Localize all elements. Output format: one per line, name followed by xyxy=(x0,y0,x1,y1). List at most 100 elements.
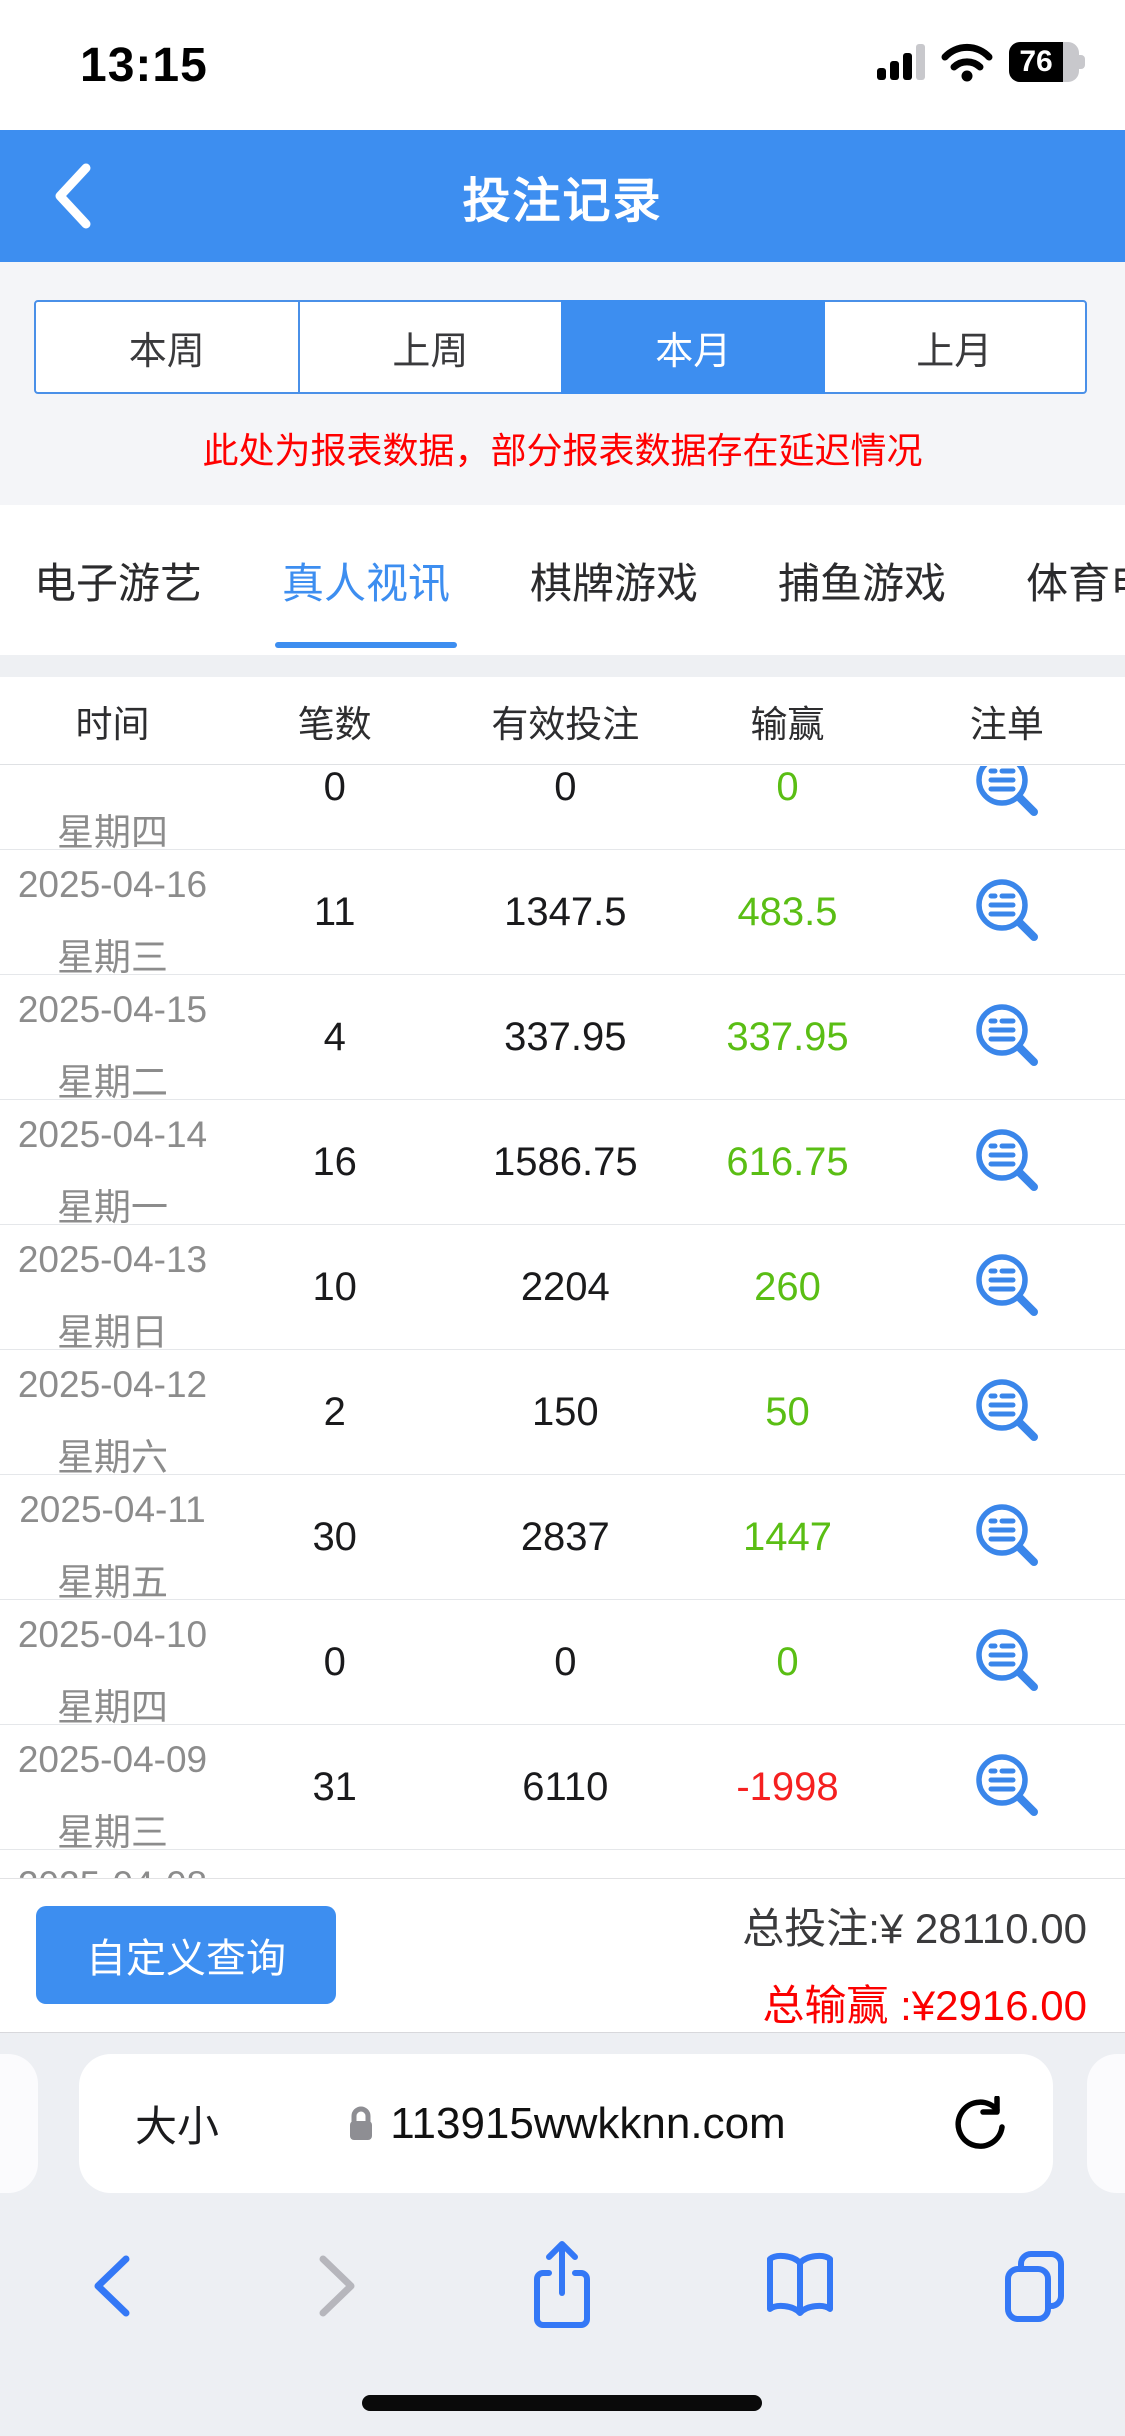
search-list-icon xyxy=(976,1754,1038,1816)
address-bar[interactable]: 大小 113915wwkknn.com xyxy=(79,2054,1053,2193)
row-weekday: 星期一 xyxy=(57,1187,168,1228)
search-list-icon xyxy=(976,766,1038,816)
row-count: 0 xyxy=(323,766,346,809)
next-tab-card[interactable] xyxy=(1087,2054,1125,2193)
row-winloss: 1447 xyxy=(743,1514,832,1559)
ticket-detail-button[interactable] xyxy=(973,1628,1041,1696)
row-winloss: 337.95 xyxy=(726,1014,849,1059)
home-indicator[interactable] xyxy=(362,2395,762,2411)
search-list-icon xyxy=(976,1504,1038,1566)
row-count: 30 xyxy=(312,1514,357,1559)
font-size-button[interactable]: 大小 xyxy=(135,2103,220,2150)
row-valid-bet: 0 xyxy=(554,1639,577,1684)
row-winloss: 50 xyxy=(765,1389,810,1434)
search-list-icon xyxy=(976,1629,1038,1691)
row-weekday: 星期三 xyxy=(57,1812,168,1853)
row-count: 0 xyxy=(323,1639,346,1684)
url-text: 113915wwkknn.com xyxy=(390,2098,786,2148)
ticket-detail-button[interactable] xyxy=(973,1128,1041,1196)
tab-sports-esports[interactable]: 体育电竞 xyxy=(1026,559,1125,607)
custom-query-button[interactable]: 自定义查询 xyxy=(36,1906,336,2004)
browser-toolbar xyxy=(0,2231,1125,2351)
reload-button[interactable] xyxy=(953,2054,1005,2193)
ticket-detail-button[interactable] xyxy=(973,766,1041,821)
row-count: 2 xyxy=(323,1389,346,1434)
row-weekday: 星期四 xyxy=(57,1687,168,1728)
col-header-time: 时间 xyxy=(75,703,150,745)
table-row: 星期四 0 0 0 xyxy=(0,766,1125,853)
table-row: 2025-04-15 星期二 4 337.95 337.95 xyxy=(0,975,1125,1103)
row-valid-bet xyxy=(444,1850,686,1878)
row-weekday: 星期五 xyxy=(57,1562,168,1603)
status-bar: 13:15 76 xyxy=(0,0,1125,130)
row-winloss: 483.5 xyxy=(737,889,838,934)
row-valid-bet: 337.95 xyxy=(504,1014,627,1059)
table-body[interactable]: 星期四 0 0 0 2025-04-16 星期三 11 1347.5 xyxy=(0,766,1125,1878)
row-winloss: 0 xyxy=(776,1639,799,1684)
row-valid-bet: 6110 xyxy=(522,1764,609,1809)
bookmarks-button[interactable] xyxy=(745,2231,855,2341)
cellular-signal-icon xyxy=(877,44,925,80)
row-count: 16 xyxy=(312,1139,357,1184)
ticket-detail-button[interactable] xyxy=(973,1753,1041,1821)
ticket-detail-button[interactable] xyxy=(973,1378,1041,1446)
tab-this-week[interactable]: 本周 xyxy=(36,302,300,392)
table-row: 2025-04-09 星期三 31 6110 -1998 xyxy=(0,1725,1125,1853)
delay-notice: 此处为报表数据，部分报表数据存在延迟情况 xyxy=(202,430,923,471)
col-header-valid-bet: 有效投注 xyxy=(491,703,640,745)
share-button[interactable] xyxy=(507,2231,617,2341)
row-winloss: 0 xyxy=(776,766,799,809)
row-date: 2025-04-09 xyxy=(17,1739,208,1780)
ticket-detail-button[interactable] xyxy=(973,1253,1041,1321)
divider-strip xyxy=(0,655,1125,677)
tab-electronic-games[interactable]: 电子游艺 xyxy=(34,559,203,607)
col-header-count: 笔数 xyxy=(297,703,372,745)
page-title: 投注记录 xyxy=(462,175,663,228)
row-winloss: 616.75 xyxy=(726,1139,849,1184)
row-winloss: 260 xyxy=(754,1264,821,1309)
ticket-detail-button[interactable] xyxy=(973,1003,1041,1071)
ticket-detail-button[interactable] xyxy=(973,1503,1041,1571)
row-weekday: 星期日 xyxy=(57,1312,168,1353)
table-header: 时间 笔数 有效投注 输赢 注单 xyxy=(0,677,1125,765)
chevron-left-icon xyxy=(94,2255,130,2317)
browser-forward-button[interactable] xyxy=(282,2231,392,2341)
lock-icon xyxy=(350,2106,373,2140)
row-winloss: -1998 xyxy=(736,1764,839,1809)
tab-this-month[interactable]: 本月 xyxy=(561,300,826,394)
back-icon[interactable] xyxy=(48,160,96,232)
search-list-icon xyxy=(976,1379,1038,1441)
row-date: 2025-04-11 xyxy=(19,1489,206,1530)
browser-back-button[interactable] xyxy=(57,2231,167,2341)
row-date: 2025-04-10 xyxy=(17,1614,208,1655)
tabs-button[interactable] xyxy=(980,2231,1090,2341)
battery-icon: 76 xyxy=(1009,42,1085,82)
category-tabs: 电子游艺 真人视讯 棋牌游戏 捕鱼游戏 体育电竞 xyxy=(0,505,1125,655)
table-row: 2025-04-12 星期六 2 150 50 xyxy=(0,1350,1125,1478)
row-count: 4 xyxy=(323,1014,346,1059)
row-valid-bet: 1586.75 xyxy=(493,1139,638,1184)
table-row: 2025-04-08 xyxy=(0,1850,1125,1878)
book-icon xyxy=(767,2252,833,2316)
ticket-detail-button[interactable] xyxy=(973,878,1041,946)
previous-tab-card[interactable] xyxy=(0,2054,38,2193)
row-valid-bet: 150 xyxy=(531,1389,599,1434)
tab-last-month[interactable]: 上月 xyxy=(916,330,993,373)
search-list-icon xyxy=(976,879,1038,941)
table-row: 2025-04-10 星期四 0 0 0 xyxy=(0,1600,1125,1728)
table-row: 2025-04-13 星期日 10 2204 260 xyxy=(0,1225,1125,1353)
tab-last-week[interactable]: 上周 xyxy=(300,302,564,392)
tab-fishing-games[interactable]: 捕鱼游戏 xyxy=(778,559,947,607)
total-bet: 总投注:¥ 28110.00 xyxy=(742,1905,1087,1952)
row-valid-bet: 2837 xyxy=(520,1514,610,1559)
summary-footer: 自定义查询 总投注:¥ 28110.00 总输赢 :¥2916.00 xyxy=(0,1878,1125,2032)
clock: 13:15 xyxy=(80,39,208,92)
row-weekday: 星期三 xyxy=(57,937,168,978)
row-date: 2025-04-16 xyxy=(17,864,208,905)
row-date: 2025-04-08 xyxy=(0,1864,225,1878)
tab-board-games[interactable]: 棋牌游戏 xyxy=(530,559,699,607)
table-row: 2025-04-16 星期三 11 1347.5 483.5 xyxy=(0,850,1125,978)
col-header-winloss: 输赢 xyxy=(750,703,825,745)
tab-live-casino[interactable]: 真人视讯 xyxy=(282,505,450,655)
row-count: 11 xyxy=(313,889,356,934)
